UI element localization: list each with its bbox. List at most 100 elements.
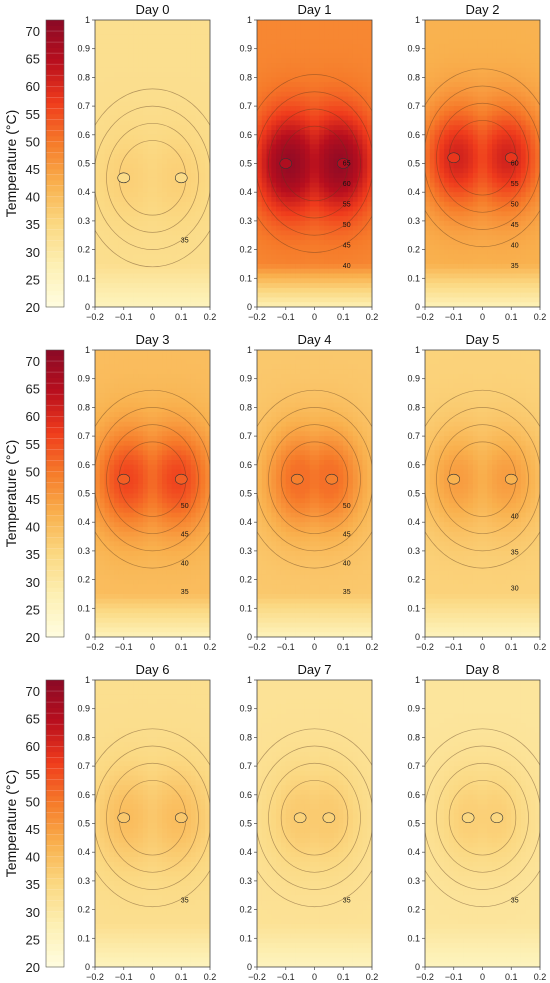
- field-cell: [300, 220, 306, 227]
- field-cell: [285, 211, 292, 217]
- field-cell: [99, 249, 106, 255]
- field-cell: [511, 225, 517, 231]
- field-cell: [511, 196, 517, 203]
- field-cell: [261, 196, 268, 203]
- field-cell: [506, 292, 512, 298]
- field-cell: [425, 86, 431, 93]
- field-cell: [439, 67, 445, 74]
- field-cell: [425, 235, 431, 241]
- field-cell: [171, 220, 177, 227]
- field-cell: [429, 201, 436, 208]
- field-cell: [506, 240, 512, 246]
- field-cell: [324, 144, 330, 150]
- field-cell: [295, 153, 301, 160]
- field-cell: [468, 43, 474, 50]
- field-cell: [468, 259, 474, 265]
- field-cell: [511, 187, 517, 193]
- field-cell: [482, 24, 488, 31]
- field-cell: [367, 173, 372, 179]
- colorbar-band: [46, 521, 64, 528]
- field-cell: [501, 254, 507, 260]
- field-cell: [496, 43, 503, 50]
- field-cell: [300, 182, 306, 188]
- field-cell: [200, 120, 206, 126]
- field-cell: [142, 268, 149, 275]
- field-cell: [516, 29, 522, 35]
- field-cell: [118, 149, 125, 155]
- field-cell: [468, 63, 474, 69]
- field-cell: [205, 211, 210, 217]
- field-cell: [367, 201, 372, 208]
- field-cell: [295, 67, 301, 74]
- field-cell: [501, 211, 507, 217]
- field-cell: [343, 254, 349, 260]
- field-cell: [429, 86, 436, 93]
- field-cell: [324, 120, 330, 126]
- field-cell: [133, 168, 139, 174]
- field-cell: [319, 287, 325, 294]
- field-cell: [285, 268, 292, 275]
- field-cell: [463, 139, 469, 145]
- field-cell: [104, 460, 110, 466]
- field-cell: [501, 115, 507, 121]
- field-cell: [463, 259, 469, 265]
- field-cell: [114, 115, 120, 121]
- field-cell: [516, 91, 522, 98]
- field-cell: [205, 206, 210, 212]
- field-cell: [133, 134, 139, 141]
- field-cell: [276, 230, 282, 236]
- field-cell: [109, 436, 115, 442]
- field-cell: [95, 531, 101, 538]
- field-cell: [309, 110, 315, 117]
- field-cell: [463, 292, 469, 298]
- field-cell: [328, 139, 335, 145]
- field-cell: [487, 292, 493, 298]
- field-cell: [319, 153, 325, 160]
- field-cell: [99, 474, 106, 480]
- field-cell: [181, 287, 187, 294]
- field-cell: [276, 182, 282, 188]
- field-cell: [448, 72, 455, 78]
- field-cell: [444, 58, 450, 64]
- field-cell: [520, 235, 527, 241]
- field-cell: [477, 292, 483, 298]
- field-cell: [290, 297, 296, 303]
- field-cell: [511, 53, 517, 59]
- field-cell: [492, 216, 498, 222]
- field-cell: [200, 77, 206, 83]
- field-cell: [439, 240, 445, 246]
- field-cell: [166, 240, 173, 246]
- field-cell: [525, 43, 531, 50]
- field-cell: [118, 240, 125, 246]
- field-cell: [128, 163, 134, 169]
- field-cell: [142, 249, 149, 255]
- field-cell: [333, 48, 339, 54]
- field-cell: [348, 278, 354, 284]
- field-cell: [501, 302, 507, 307]
- field-cell: [304, 196, 311, 203]
- field-cell: [338, 153, 344, 160]
- field-cell: [142, 259, 149, 265]
- field-cell: [535, 110, 540, 117]
- field-cell: [463, 34, 469, 40]
- field-cell: [190, 244, 197, 251]
- field-cell: [138, 48, 144, 54]
- field-cell: [482, 196, 488, 203]
- field-cell: [276, 115, 282, 121]
- field-cell: [118, 29, 125, 35]
- field-cell: [104, 546, 110, 552]
- field-cell: [487, 230, 493, 236]
- field-cell: [468, 216, 474, 222]
- field-cell: [123, 240, 130, 246]
- field-cell: [520, 192, 527, 198]
- field-cell: [482, 120, 488, 126]
- field-cell: [138, 302, 144, 307]
- field-cell: [506, 106, 512, 112]
- field-cell: [487, 278, 493, 284]
- field-cell: [104, 570, 110, 576]
- field-cell: [181, 249, 187, 255]
- field-cell: [200, 72, 206, 78]
- field-cell: [186, 292, 192, 298]
- field-cell: [535, 201, 540, 208]
- field-cell: [444, 216, 450, 222]
